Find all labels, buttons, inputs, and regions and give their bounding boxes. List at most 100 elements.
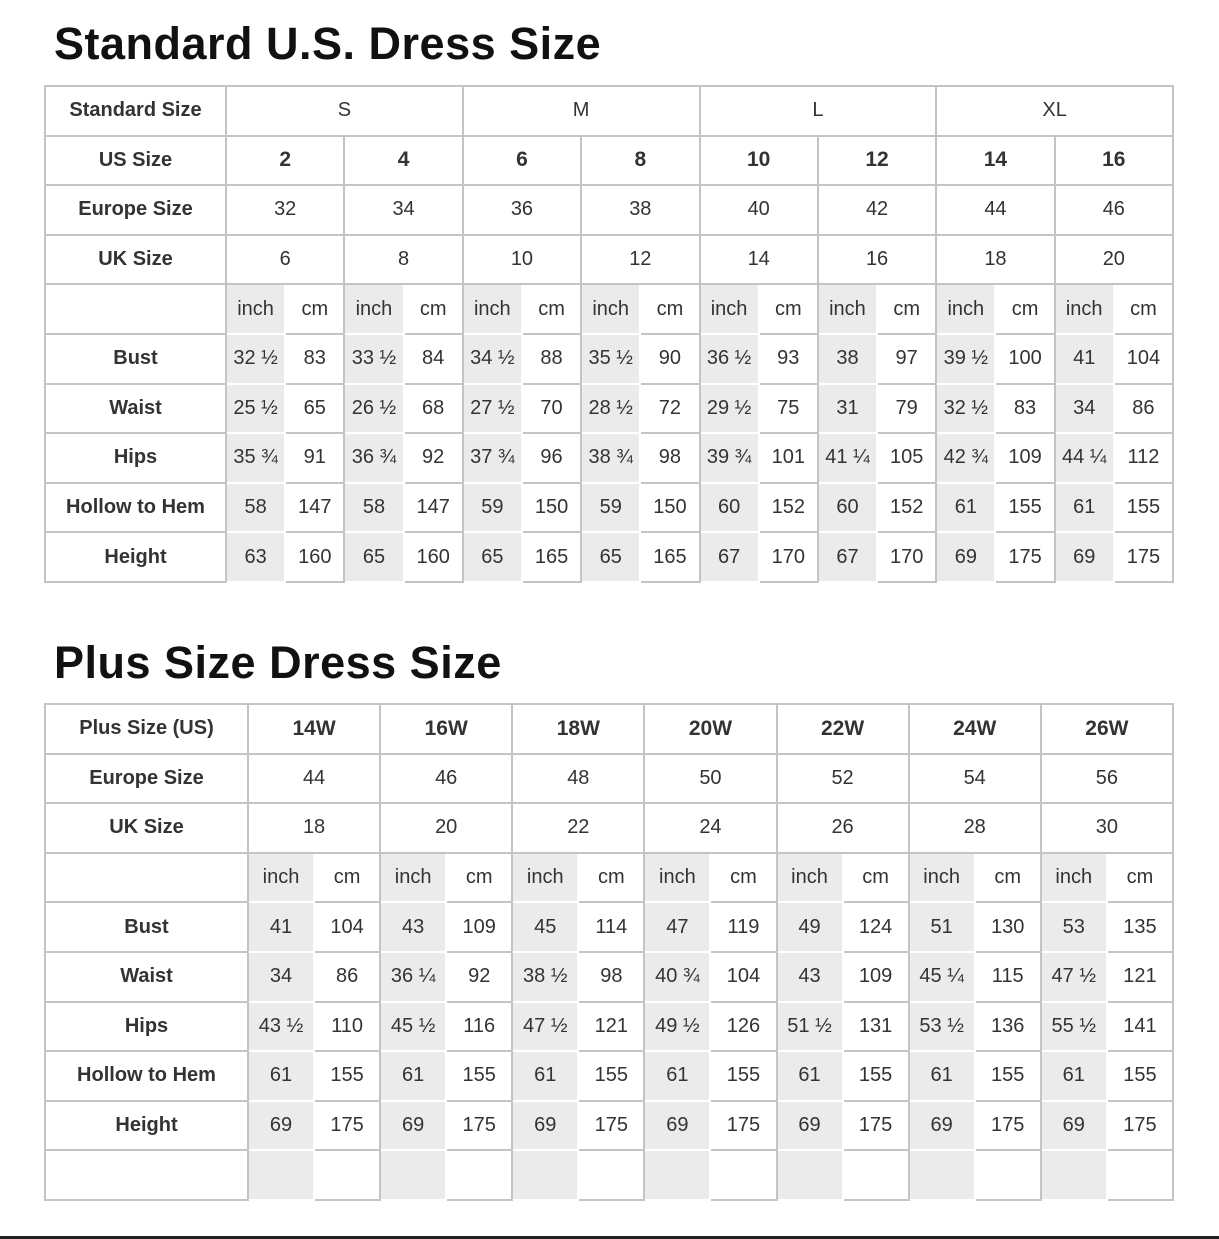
table-cell (246, 1149, 316, 1201)
row-label: Plus Size (US) (44, 703, 249, 755)
table-cell: 100 (994, 332, 1056, 385)
table-cell: 121 (1105, 950, 1175, 1003)
table-cell (1039, 1149, 1108, 1201)
table-cell: 155 (1105, 1050, 1175, 1102)
table-cell: 98 (577, 950, 646, 1003)
table-cell: 59 (461, 481, 523, 534)
table-cell: 152 (876, 481, 938, 534)
table-cell: 44 (935, 184, 1056, 236)
table-cell: 51 (907, 901, 976, 953)
row-label: Height (44, 531, 227, 583)
table-cell: 32 ½ (935, 382, 997, 435)
table-cell: 24W (907, 703, 1042, 755)
table-cell: 32 ½ (224, 332, 287, 385)
table-cell: 36 ½ (698, 332, 760, 385)
table-cell: 69 (1039, 1099, 1108, 1152)
table-cell: 28 ½ (580, 382, 642, 435)
table-cell: 79 (876, 382, 938, 435)
table-cell: 155 (994, 481, 1056, 534)
table-cell: 96 (520, 432, 583, 484)
row-label (44, 283, 227, 335)
table-cell: 42 ¾ (935, 432, 997, 484)
row-label: Hollow to Hem (44, 1050, 249, 1102)
row-label (44, 1149, 249, 1201)
table-row: Europe Size 44 46 48 50 52 54 56 (44, 752, 1175, 805)
table-cell: inch (343, 283, 405, 335)
table-cell: 2 (224, 134, 346, 187)
row-label: Height (44, 1099, 249, 1152)
table-cell: 175 (577, 1099, 646, 1152)
table-cell: 49 ½ (643, 1000, 712, 1053)
table-cell: cm (639, 283, 701, 335)
table-cell: 43 (775, 950, 844, 1003)
row-label: Europe Size (44, 752, 249, 805)
table-cell: inch (511, 851, 580, 904)
table-cell: 155 (841, 1050, 910, 1102)
table-cell (775, 1149, 844, 1201)
table-cell: 175 (994, 531, 1056, 583)
table-cell: 20 (1053, 233, 1175, 286)
table-cell: 61 (511, 1050, 580, 1102)
table-cell: 60 (816, 481, 879, 534)
table-cell: 20 (379, 802, 514, 854)
table-cell: 150 (639, 481, 701, 534)
table-cell: 10 (461, 233, 583, 286)
plus-size-title: Plus Size Dress Size (54, 637, 502, 688)
table-cell: 69 (511, 1099, 580, 1152)
table-row: US Size 2 4 6 8 10 12 14 16 (44, 134, 1175, 187)
table-cell: cm (876, 283, 938, 335)
table-cell: 160 (402, 531, 464, 583)
table-row: Bust 41 104 43 109 45 114 47 119 49 124 51 130 53 135 (44, 901, 1175, 953)
table-cell: 35 ½ (580, 332, 642, 385)
table-cell: 58 (343, 481, 405, 534)
table-cell: 69 (246, 1099, 316, 1152)
row-label (44, 851, 249, 904)
table-cell (313, 1149, 382, 1201)
table-cell: 47 ½ (1039, 950, 1108, 1003)
table-cell: 38 ¾ (580, 432, 642, 484)
table-cell: 97 (876, 332, 938, 385)
table-cell: inch (379, 851, 448, 904)
table-cell: 26 (775, 802, 910, 854)
table-cell: 12 (580, 233, 701, 286)
table-cell: 65 (284, 382, 346, 435)
table-cell: 25 ½ (224, 382, 287, 435)
table-cell: cm (709, 851, 778, 904)
row-label: Waist (44, 382, 227, 435)
table-cell: 69 (775, 1099, 844, 1152)
table-cell: 155 (313, 1050, 382, 1102)
table-cell: 34 (343, 184, 464, 236)
table-cell: 59 (580, 481, 642, 534)
table-cell: 175 (973, 1099, 1042, 1152)
table-cell: 14W (246, 703, 382, 755)
table-cell: 45 ¼ (907, 950, 976, 1003)
table-cell: 32 (224, 184, 346, 236)
table-cell: 54 (907, 752, 1042, 805)
table-cell: 68 (402, 382, 464, 435)
table-cell: 86 (1112, 382, 1175, 435)
table-cell: 70 (520, 382, 583, 435)
table-cell: inch (907, 851, 976, 904)
table-cell: cm (520, 283, 583, 335)
table-cell: 83 (994, 382, 1056, 435)
table-cell: 61 (907, 1050, 976, 1102)
table-cell: 104 (709, 950, 778, 1003)
table-row: UK Size 6 8 10 12 14 16 18 20 (44, 233, 1175, 286)
table-cell: 34 (246, 950, 316, 1003)
table-row: Hollow to Hem 58 147 58 147 59 150 59 150 60 152 60… (44, 481, 1175, 534)
table-cell: 53 (1039, 901, 1108, 953)
table-cell: 44 ¼ (1053, 432, 1115, 484)
table-cell: 63 (224, 531, 287, 583)
table-cell: 170 (757, 531, 819, 583)
table-cell (577, 1149, 646, 1201)
table-cell: cm (994, 283, 1056, 335)
table-cell: 67 (698, 531, 760, 583)
table-cell: 12 (816, 134, 938, 187)
row-label: UK Size (44, 233, 227, 286)
table-cell: 147 (284, 481, 346, 534)
table-cell: inch (224, 283, 287, 335)
table-cell: 47 ½ (511, 1000, 580, 1053)
table-cell (709, 1149, 778, 1201)
table-row: Plus Size (US) 14W 16W 18W 20W 22W 24W 26W (44, 703, 1175, 755)
table-cell: 130 (973, 901, 1042, 953)
